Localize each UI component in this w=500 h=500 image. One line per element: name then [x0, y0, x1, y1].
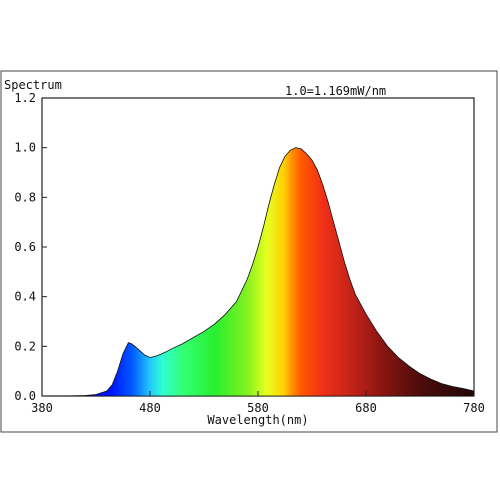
- y-tick-label: 0.2: [14, 339, 36, 353]
- y-tick-label: 0.8: [14, 190, 36, 204]
- y-tick-label: 0.6: [14, 240, 36, 254]
- x-tick-label: 380: [31, 401, 53, 415]
- x-axis-ticks: 380 480 580 680 780: [31, 391, 485, 415]
- y-axis-label: Spectrum: [4, 78, 62, 92]
- y-tick-label: 1.0: [14, 141, 36, 155]
- scale-annotation: 1.0=1.169mW/nm: [285, 84, 386, 98]
- x-tick-label: 580: [247, 401, 269, 415]
- spectrum-area: [42, 147, 475, 397]
- y-tick-label: 0.0: [14, 389, 36, 403]
- x-tick-label: 780: [463, 401, 485, 415]
- y-tick-label: 1.2: [14, 91, 36, 105]
- y-tick-label: 0.4: [14, 290, 36, 304]
- x-tick-label: 480: [139, 401, 161, 415]
- y-axis-ticks: 0.0 0.2 0.4 0.6 0.8 1.0 1.2: [14, 91, 47, 403]
- outer-frame: [0, 70, 498, 433]
- x-axis-label: Wavelength(nm): [207, 413, 308, 427]
- x-tick-label: 680: [355, 401, 377, 415]
